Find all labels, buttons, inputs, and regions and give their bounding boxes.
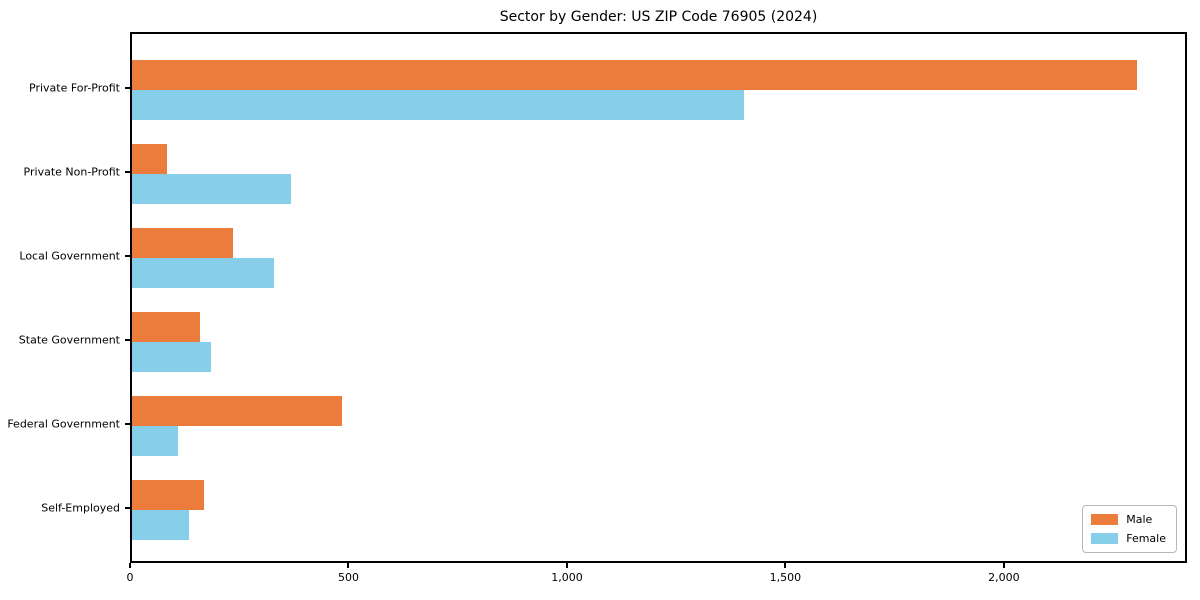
x-tick-mark bbox=[129, 563, 131, 568]
x-tick-mark bbox=[1002, 563, 1005, 568]
y-tick-mark bbox=[125, 423, 130, 425]
legend-entry-male: Male bbox=[1091, 513, 1166, 526]
legend-label: Female bbox=[1126, 532, 1166, 545]
bar-female-4 bbox=[132, 342, 211, 372]
y-tick-mark bbox=[125, 171, 130, 173]
y-tick-mark bbox=[125, 87, 130, 89]
bar-female-1 bbox=[132, 90, 744, 120]
bar-male-2 bbox=[132, 144, 167, 174]
bar-female-2 bbox=[132, 174, 292, 204]
y-axis-label-6: Self-Employed bbox=[41, 501, 120, 515]
legend: Male Female bbox=[1082, 505, 1177, 553]
plot-area: Male Female bbox=[130, 32, 1187, 563]
bar-male-3 bbox=[132, 228, 233, 258]
y-tick-mark bbox=[125, 255, 130, 257]
bar-female-5 bbox=[132, 426, 178, 456]
legend-swatch-female bbox=[1091, 533, 1119, 544]
y-axis-label-3: Local Government bbox=[19, 249, 120, 263]
x-tick-mark bbox=[565, 563, 568, 568]
bar-male-1 bbox=[132, 60, 1137, 90]
bar-male-4 bbox=[132, 312, 200, 342]
y-axis-label-2: Private Non-Profit bbox=[23, 165, 120, 179]
y-tick-mark bbox=[125, 507, 130, 509]
legend-entry-female: Female bbox=[1091, 532, 1166, 545]
bar-male-5 bbox=[132, 396, 342, 426]
x-tick-mark bbox=[784, 563, 787, 568]
y-axis-label-5: Federal Government bbox=[7, 417, 120, 431]
x-tick-label: 2,000 bbox=[988, 571, 1020, 584]
x-tick-mark bbox=[347, 563, 350, 568]
legend-swatch-male bbox=[1091, 514, 1119, 525]
bar-male-6 bbox=[132, 480, 205, 510]
bar-female-6 bbox=[132, 510, 189, 540]
y-tick-mark bbox=[125, 339, 130, 341]
chart-title: Sector by Gender: US ZIP Code 76905 (202… bbox=[499, 9, 818, 25]
x-tick-label: 1,000 bbox=[551, 571, 583, 584]
x-tick-label: 0 bbox=[126, 571, 134, 584]
x-tick-label: 1,500 bbox=[769, 571, 802, 584]
bar-female-3 bbox=[132, 258, 274, 288]
x-tick-label: 500 bbox=[337, 571, 359, 584]
y-axis-label-4: State Government bbox=[18, 333, 120, 347]
legend-label: Male bbox=[1126, 513, 1153, 526]
y-axis-label-1: Private For-Profit bbox=[29, 81, 120, 95]
